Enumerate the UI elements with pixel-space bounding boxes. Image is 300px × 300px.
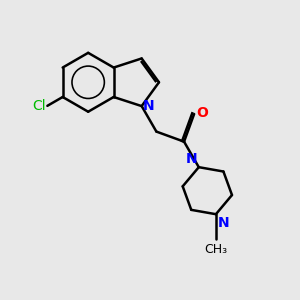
Text: N: N: [186, 152, 197, 166]
Text: Cl: Cl: [32, 99, 46, 113]
Text: N: N: [218, 216, 229, 230]
Text: CH₃: CH₃: [204, 243, 227, 256]
Text: O: O: [196, 106, 208, 119]
Text: N: N: [143, 99, 155, 113]
